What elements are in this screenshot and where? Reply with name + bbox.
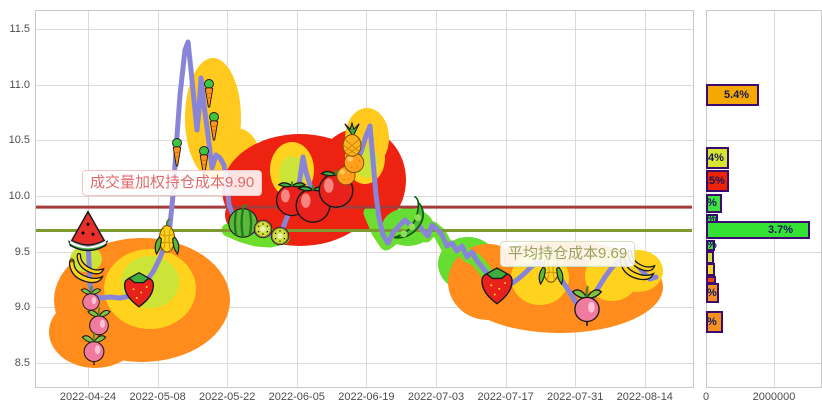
volume-bar-label: % [707, 197, 717, 209]
carrot-icon [194, 78, 224, 108]
volume-bar-label: 4% [708, 151, 724, 164]
peapod-icon [377, 190, 438, 251]
grid-line-h [35, 29, 694, 30]
x-axis-tick-label: 2022-07-17 [477, 391, 534, 403]
y-axis-tick-label: 11.0 [9, 78, 30, 91]
banana-icon [64, 248, 108, 292]
grid-line-v [436, 10, 437, 388]
carrot-icon [189, 145, 219, 175]
y-axis-tick-label: 9.5 [14, 245, 30, 258]
y-axis-tick-label: 10.5 [8, 134, 30, 147]
grid-line-v [157, 10, 159, 388]
volume-axis-zero-label: 0 [702, 391, 710, 403]
corn-icon [148, 218, 186, 256]
radish-icon [565, 283, 609, 327]
volume-bar-label: 5.4% [724, 88, 750, 101]
volume-bar [706, 311, 723, 333]
volume-bar-label: % [707, 213, 717, 225]
volume-bar [706, 221, 810, 239]
avg-cost-label: 平均持仓成本9.69 [500, 241, 636, 267]
x-axis-tick-label: 2022-06-19 [338, 391, 395, 403]
volume-bar [706, 263, 715, 276]
y-axis-tick-label: 11.5 [9, 23, 30, 35]
watermelon-slice-icon [63, 208, 113, 258]
x-axis-tick-label: 2022-05-22 [199, 391, 256, 403]
volume-bar [706, 170, 729, 192]
grid-line-v [575, 10, 577, 388]
x-axis-tick-label: 2022-08-14 [616, 391, 673, 403]
watermelon-icon [224, 203, 262, 241]
grid-line-h [35, 307, 694, 309]
grid-line-h [35, 363, 694, 364]
volume-bar-label: % [707, 239, 717, 251]
kiwi-icon [267, 223, 294, 250]
strawberry-icon [474, 260, 520, 306]
price-chart-panel [35, 10, 694, 388]
kiwi-icon [250, 216, 277, 243]
grid-line-v [505, 10, 507, 388]
x-axis-tick-label: 2022-04-24 [59, 391, 117, 403]
grid-line-v [644, 10, 646, 388]
volume-bars-clip: 5.4% 4% .5%%% 3.7%%%% [706, 10, 822, 388]
pineapple-icon [334, 122, 370, 158]
y-axis-tick-label: 10.0 [8, 190, 30, 202]
grid-line-v [774, 10, 775, 388]
x-axis-tick-label: 2022-05-08 [129, 391, 186, 403]
x-axis-tick-label: 2022-07-03 [407, 391, 465, 403]
grid-line-h [35, 84, 694, 86]
radish-icon [82, 305, 116, 339]
x-axis-tick-label: 2022-07-31 [547, 391, 604, 403]
y-axis-tick-label: 8.5 [14, 357, 30, 369]
y-axis-tick-label: 9.0 [14, 301, 30, 314]
grid-line-h [35, 251, 694, 253]
volume-bar-label: % [707, 286, 717, 299]
volume-bar [706, 84, 759, 106]
grid-line-h [706, 251, 822, 253]
volume-bar [706, 283, 719, 303]
grid-line-v [88, 10, 89, 388]
volume-bar-label: .5% [706, 174, 725, 187]
grid-line-h [706, 140, 822, 142]
volume-bar-label: 3.7% [768, 223, 794, 236]
carrot-icon [199, 111, 229, 141]
volume-bar [706, 194, 722, 213]
volume-bar-label: % [707, 315, 717, 328]
volume-bar [706, 240, 715, 251]
grid-line-h [706, 363, 822, 364]
vwap-cost-label: 成交量加权持仓成本9.90 [82, 170, 263, 196]
volume-axis-max-label: 2000000 [752, 391, 796, 403]
x-axis-tick-label: 2022-06-05 [268, 391, 325, 403]
corn-icon [532, 248, 570, 286]
carrot-icon [162, 137, 192, 167]
radish-icon [76, 330, 112, 366]
volume-bar [706, 147, 729, 169]
strawberry-icon [117, 265, 161, 309]
